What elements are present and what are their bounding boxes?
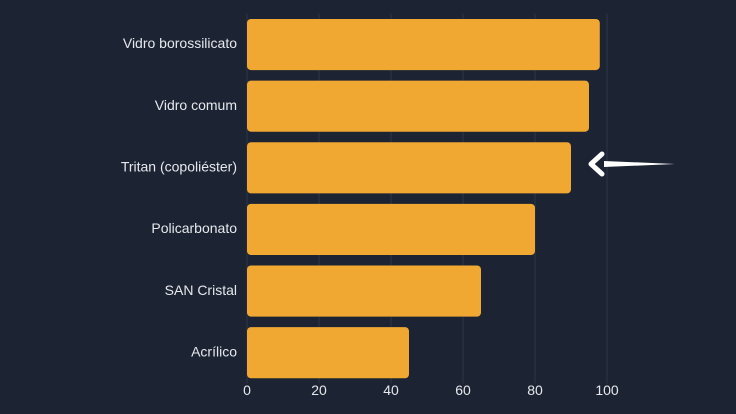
bar [247,18,600,71]
y-tick-label: Acrílico [191,343,237,359]
y-tick-label: Vidro borossilicato [123,35,237,51]
x-tick-label: 60 [455,382,471,398]
y-tick-label: SAN Cristal [165,282,237,298]
y-tick-label: Tritan (copoliéster) [121,158,237,174]
x-tick-label: 100 [595,382,619,398]
plot: 0 20 40 60 80 100 Vidro borossilicato Vidro com… [121,13,619,398]
x-tick-label: 80 [527,382,543,398]
bar [247,327,409,379]
y-tick-label: Policarbonato [151,220,237,236]
arrow [588,151,675,177]
bar [247,80,589,132]
bar [247,203,535,255]
bar [247,265,481,317]
y-tick-label: Vidro comum [155,97,237,113]
x-tick-label: 20 [311,382,327,398]
x-tick-label: 0 [243,382,251,398]
arrow-shaft [604,161,675,167]
arrow-head [588,151,605,177]
x-tick-label: 40 [383,382,399,398]
bar [247,142,571,194]
